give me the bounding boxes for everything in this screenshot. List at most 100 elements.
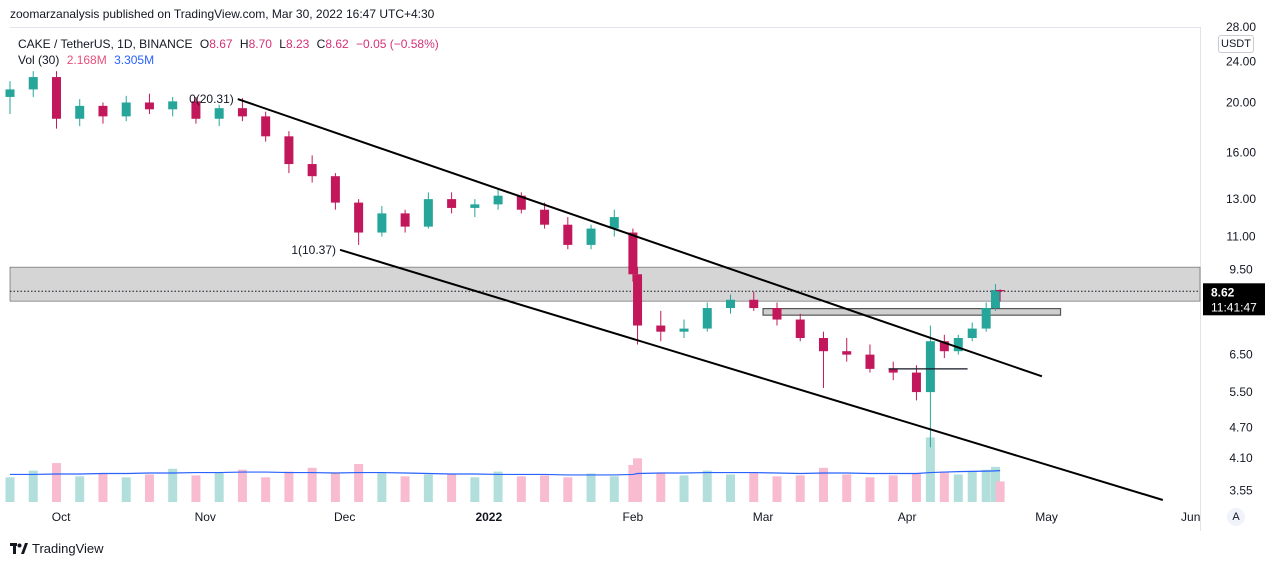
ohlc-close: C8.62: [316, 37, 349, 51]
volume-bar: [5, 477, 15, 502]
price-unit-badge[interactable]: USDT: [1218, 35, 1254, 53]
symbol-title[interactable]: CAKE / TetherUS, 1D, BINANCE: [18, 37, 193, 51]
candle: [656, 310, 666, 342]
candle-body: [656, 325, 666, 332]
candle-body: [423, 199, 433, 227]
candle: [842, 337, 852, 362]
candle: [911, 365, 921, 401]
auto-scale-button[interactable]: A: [1227, 508, 1245, 526]
price-tick-label: 13.00: [1226, 192, 1256, 206]
candle: [888, 361, 898, 381]
candle: [121, 95, 131, 122]
candle-body: [679, 328, 689, 332]
candle: [51, 71, 61, 129]
price-tick-label: 16.00: [1226, 146, 1256, 160]
candle: [702, 302, 712, 332]
price-tick-label: 4.10: [1229, 451, 1253, 465]
ohlc-open: O8.67: [199, 37, 233, 51]
candle-body: [400, 213, 410, 227]
chart-legend: CAKE / TetherUS, 1D, BINANCE O8.67 H8.70…: [18, 36, 443, 68]
price-chart[interactable]: 0(20.31) 1(10.37) 28.00 24.00 20.00 16.00 13.…: [0, 0, 1280, 540]
candle: [628, 228, 638, 282]
tradingview-brand[interactable]: TradingView: [10, 541, 104, 556]
volume-layer: [5, 437, 1005, 502]
candle-body: [516, 195, 526, 210]
channel-lower-line: [339, 248, 1164, 501]
candle-body: [967, 328, 977, 338]
candle: [191, 96, 201, 124]
candle: [354, 199, 364, 245]
candle-body: [726, 299, 736, 309]
candle-body: [609, 217, 619, 229]
candle-body: [191, 101, 201, 119]
candle: [28, 71, 38, 97]
candle: [939, 334, 949, 359]
volume-bar: [586, 473, 596, 502]
candle: [493, 189, 503, 210]
price-tick-label: 20.00: [1226, 95, 1256, 109]
candle: [772, 302, 782, 326]
time-tick-label: 2022: [475, 510, 502, 524]
candle-body: [953, 337, 963, 352]
volume-bar: [447, 473, 457, 502]
volume-bar: [726, 474, 736, 502]
volume-bar: [28, 470, 38, 502]
candle: [377, 206, 387, 237]
last-price-tag: [1203, 283, 1265, 316]
candle-body: [925, 341, 935, 393]
candle-body: [633, 274, 643, 326]
volume-bar: [493, 471, 503, 502]
candle: [237, 98, 247, 122]
volume-bar: [470, 477, 480, 502]
publisher-caption: zoomarzanalysis published on TradingView…: [10, 7, 435, 21]
candle-body: [377, 213, 387, 233]
time-tick-label: Jun: [1181, 510, 1200, 524]
volume-bar: [191, 475, 201, 502]
candle: [586, 224, 596, 250]
candle: [563, 217, 573, 250]
volume-bar: [628, 464, 638, 502]
time-tick-label: May: [1035, 510, 1058, 524]
candle-body: [75, 105, 85, 119]
candle-body: [98, 105, 108, 117]
time-axis: Oct Nov Dec 2022 Feb Mar Apr May Jun: [52, 510, 1201, 524]
candle: [990, 284, 1000, 311]
volume-bar: [981, 469, 991, 502]
volume-bar: [540, 475, 550, 502]
candle-body: [749, 299, 759, 309]
candle-body: [354, 202, 364, 233]
candle: [540, 202, 550, 229]
candle: [400, 209, 410, 233]
candle: [5, 81, 15, 114]
zones-layer: [9, 266, 1201, 316]
volume-ma-value: 3.305M: [114, 53, 155, 67]
candle-body: [586, 228, 596, 245]
volume-bar: [400, 476, 410, 502]
volume-bar: [702, 470, 712, 502]
candle-body: [865, 354, 875, 369]
candle-body: [842, 351, 852, 355]
volume-indicator-title[interactable]: Vol (30): [18, 53, 60, 67]
candle: [261, 111, 271, 142]
time-tick-label: Apr: [898, 510, 917, 524]
candle-body: [493, 195, 503, 205]
volume-bar: [144, 474, 154, 502]
candle: [995, 289, 1005, 302]
volume-bar: [307, 467, 317, 502]
candle-body: [818, 337, 828, 352]
candle: [795, 313, 805, 342]
time-tick-label: Nov: [195, 510, 216, 524]
bar-countdown-label: 11:41:47: [1211, 300, 1257, 314]
volume-bar: [772, 476, 782, 502]
volume-bar: [911, 473, 921, 502]
tradingview-logo-icon: [10, 542, 28, 555]
candle: [967, 322, 977, 342]
volume-bar: [168, 468, 178, 502]
candle-body: [447, 199, 457, 208]
time-tick-label: Dec: [334, 510, 355, 524]
price-tick-label: 5.50: [1229, 385, 1253, 399]
candle-body: [911, 372, 921, 393]
volume-bar: [51, 463, 61, 502]
chart-frame: [10, 27, 1201, 531]
candle-body: [284, 136, 294, 165]
